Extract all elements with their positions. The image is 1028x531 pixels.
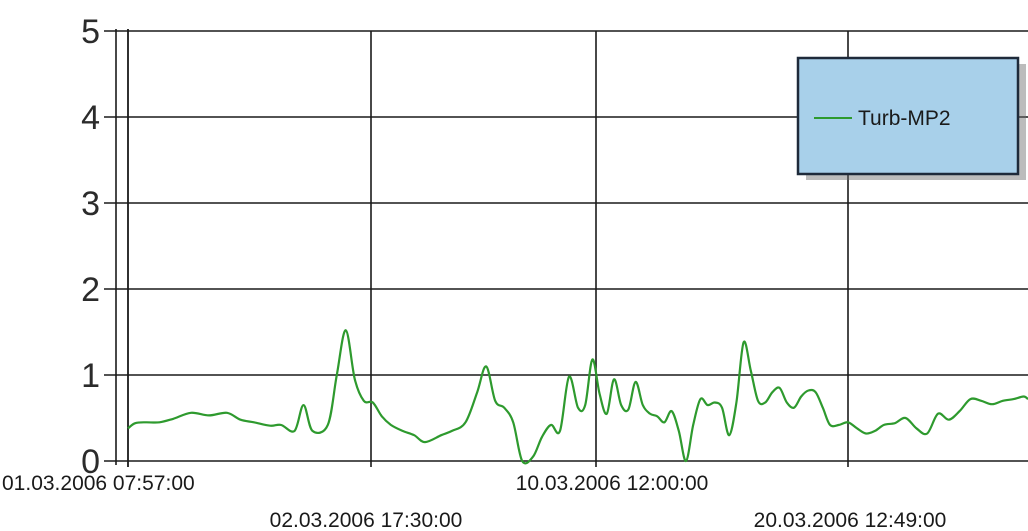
x-tick-label: 01.03.2006 07:57:00 bbox=[2, 472, 195, 495]
y-tick-label: 5 bbox=[81, 13, 100, 51]
legend-label: Turb-MP2 bbox=[858, 107, 951, 130]
y-tick-label: 2 bbox=[81, 271, 100, 309]
y-tick-label: 3 bbox=[81, 185, 100, 223]
x-tick-label: 02.03.2006 17:30:00 bbox=[270, 509, 463, 531]
x-tick-label: 10.03.2006 12:00:00 bbox=[516, 472, 709, 495]
legend-box bbox=[796, 56, 1020, 176]
y-tick-label: 4 bbox=[81, 99, 100, 137]
y-tick-label: 0 bbox=[81, 443, 100, 481]
legend: Turb-MP2 bbox=[796, 56, 1026, 180]
x-tick-label: 20.03.2006 12:49:00 bbox=[754, 509, 947, 531]
series-layer bbox=[127, 329, 1028, 465]
series-line-turb-mp2 bbox=[127, 329, 1028, 465]
x-tick-labels: 01.03.2006 07:57:00 02.03.2006 17:30:00 10… bbox=[2, 472, 946, 531]
y-tick-labels: 0 1 2 3 4 5 bbox=[81, 13, 100, 481]
axes bbox=[115, 29, 129, 467]
grid bbox=[104, 30, 1028, 467]
y-tick-label: 1 bbox=[81, 357, 100, 395]
